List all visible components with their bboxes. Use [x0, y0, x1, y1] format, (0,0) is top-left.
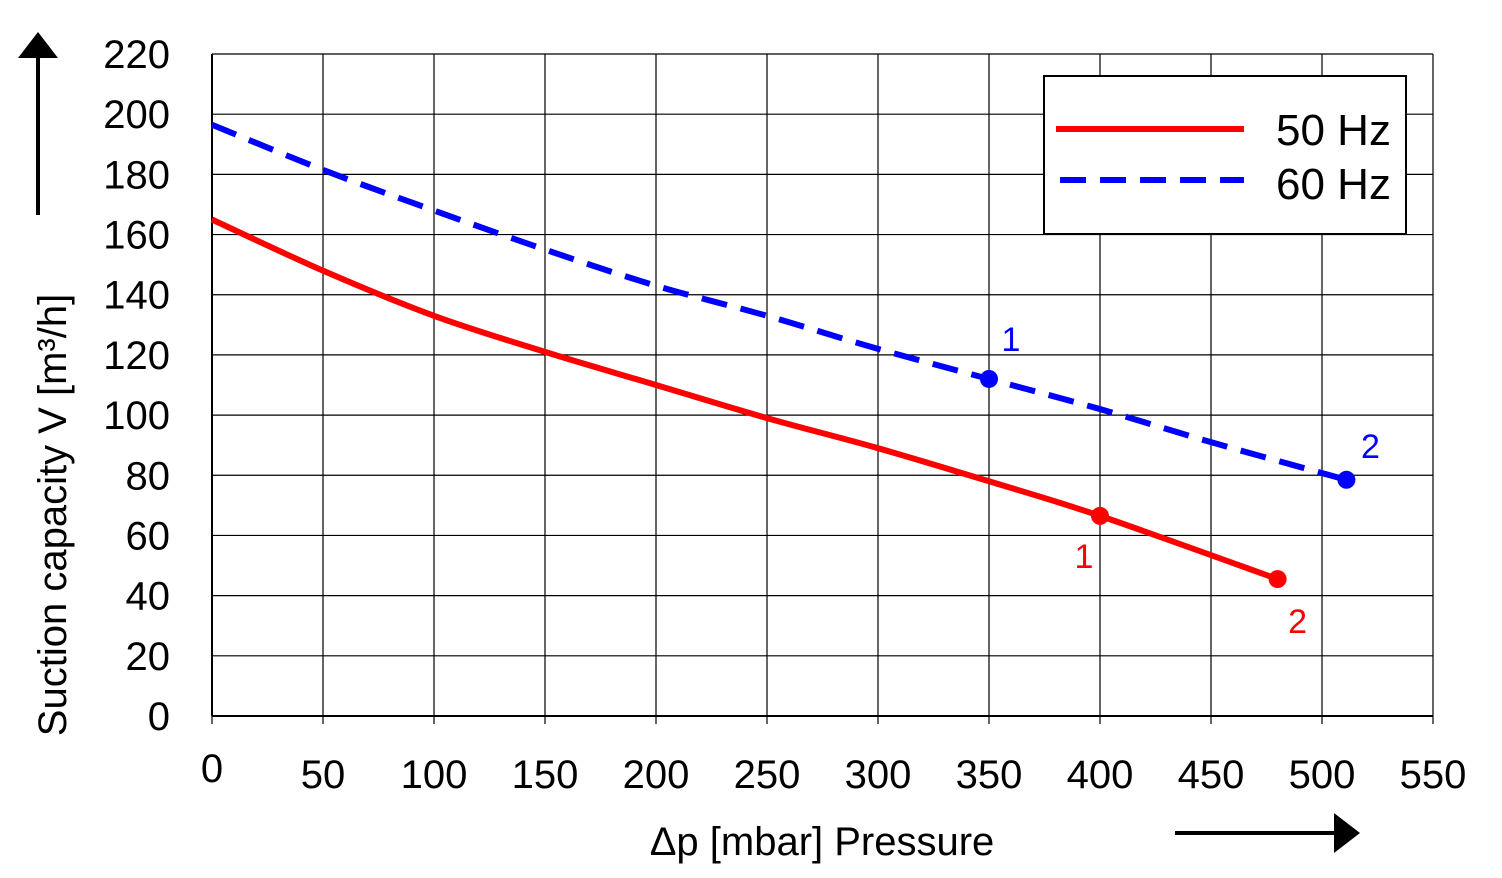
y-tick-label: 80 [126, 454, 171, 498]
x-axis-label: Δp [mbar] Pressure [650, 820, 995, 864]
y-tick-label: 180 [103, 153, 170, 197]
series-line-60hz [210, 121, 1348, 483]
x-arrow-icon [1175, 813, 1360, 853]
data-point-label: 2 [1288, 603, 1307, 641]
x-tick-label: 150 [512, 753, 579, 797]
y-tick-label: 120 [103, 334, 170, 378]
x-tick-label: 0 [201, 747, 223, 791]
y-tick-label: 200 [103, 93, 170, 137]
x-tick-label: 300 [845, 753, 912, 797]
x-tick-label: 550 [1400, 753, 1467, 797]
series-group: 1 2 1 2 [210, 121, 1380, 641]
x-tick-label: 100 [401, 753, 468, 797]
y-arrow-icon [18, 32, 58, 215]
x-tick-label: 50 [301, 753, 346, 797]
y-tick-label: 100 [103, 394, 170, 438]
x-tick-label: 200 [623, 753, 690, 797]
y-tick-label: 20 [126, 635, 171, 679]
y-tick-label: 40 [126, 575, 171, 619]
legend-label-50hz: 50 Hz [1276, 106, 1391, 155]
data-point-marker [1337, 470, 1356, 489]
x-tick-label: 350 [956, 753, 1023, 797]
y-tick-label: 60 [126, 514, 171, 558]
x-tick-label: 450 [1178, 753, 1245, 797]
x-tick-label: 500 [1289, 753, 1356, 797]
y-axis-label: Suction capacity V [m³/h] [31, 294, 75, 736]
legend-label-60hz: 60 Hz [1276, 160, 1391, 209]
y-tick-label: 140 [103, 274, 170, 318]
y-tick-label: 220 [103, 33, 170, 77]
y-tick-label: 160 [103, 214, 170, 258]
data-point-label: 1 [1002, 321, 1021, 359]
data-point-marker [1091, 506, 1109, 525]
x-tick-label: 250 [734, 753, 801, 797]
tick-labels: 0 50 100 150 200 250 300 350 400 450 500 550 0 20 40 60… [103, 33, 1466, 797]
data-point-label: 1 [1075, 538, 1094, 576]
data-point-marker [980, 369, 998, 388]
x-tick-label: 400 [1067, 753, 1134, 797]
series-line-50hz [210, 216, 1279, 582]
legend: 50 Hz 60 Hz [1043, 75, 1407, 235]
data-point-label: 2 [1361, 428, 1380, 466]
y-tick-label: 0 [148, 695, 170, 739]
data-point-marker [1268, 570, 1287, 589]
